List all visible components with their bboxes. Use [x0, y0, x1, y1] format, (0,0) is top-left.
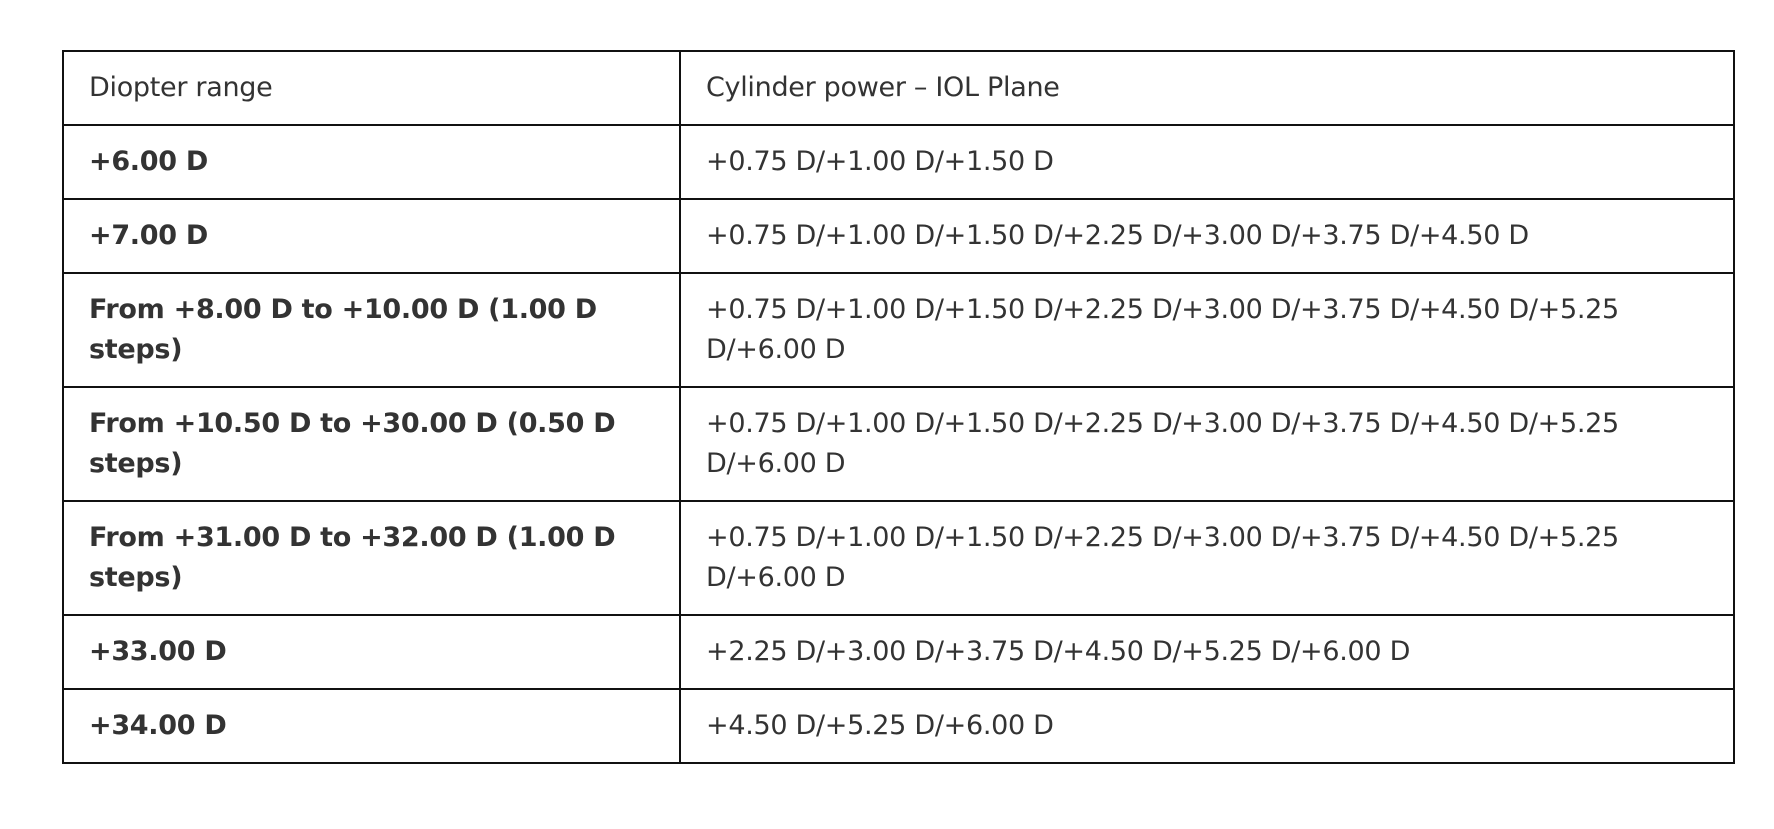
table-row: +7.00 D +0.75 D/+1.00 D/+1.50 D/+2.25 D/…	[62, 198, 1735, 274]
table-row: From +8.00 D to +10.00 D (1.00 D steps) …	[62, 272, 1735, 388]
header-cylinder-power: Cylinder power – IOL Plane	[679, 50, 1735, 126]
diopter-range-cell: +33.00 D	[62, 614, 681, 690]
diopter-range-cell: +6.00 D	[62, 124, 681, 200]
cylinder-power-cell: +0.75 D/+1.00 D/+1.50 D	[679, 124, 1735, 200]
cylinder-power-cell: +0.75 D/+1.00 D/+1.50 D/+2.25 D/+3.00 D/…	[679, 272, 1735, 388]
diopter-range-cell: From +10.50 D to +30.00 D (0.50 D steps)	[62, 386, 681, 502]
diopter-range-cell: From +8.00 D to +10.00 D (1.00 D steps)	[62, 272, 681, 388]
diopter-cylinder-table: Diopter range Cylinder power – IOL Plane…	[62, 50, 1735, 764]
diopter-range-cell: +7.00 D	[62, 198, 681, 274]
diopter-range-cell: +34.00 D	[62, 688, 681, 764]
table-row: +33.00 D +2.25 D/+3.00 D/+3.75 D/+4.50 D…	[62, 614, 1735, 690]
cylinder-power-cell: +0.75 D/+1.00 D/+1.50 D/+2.25 D/+3.00 D/…	[679, 386, 1735, 502]
cylinder-power-cell: +0.75 D/+1.00 D/+1.50 D/+2.25 D/+3.00 D/…	[679, 198, 1735, 274]
cylinder-power-cell: +2.25 D/+3.00 D/+3.75 D/+4.50 D/+5.25 D/…	[679, 614, 1735, 690]
table-row: +34.00 D +4.50 D/+5.25 D/+6.00 D	[62, 688, 1735, 764]
cylinder-power-cell: +0.75 D/+1.00 D/+1.50 D/+2.25 D/+3.00 D/…	[679, 500, 1735, 616]
table-row: From +31.00 D to +32.00 D (1.00 D steps)…	[62, 500, 1735, 616]
cylinder-power-cell: +4.50 D/+5.25 D/+6.00 D	[679, 688, 1735, 764]
header-diopter-range: Diopter range	[62, 50, 681, 126]
diopter-range-cell: From +31.00 D to +32.00 D (1.00 D steps)	[62, 500, 681, 616]
table-header-row: Diopter range Cylinder power – IOL Plane	[62, 50, 1735, 126]
table-row: From +10.50 D to +30.00 D (0.50 D steps)…	[62, 386, 1735, 502]
table-row: +6.00 D +0.75 D/+1.00 D/+1.50 D	[62, 124, 1735, 200]
